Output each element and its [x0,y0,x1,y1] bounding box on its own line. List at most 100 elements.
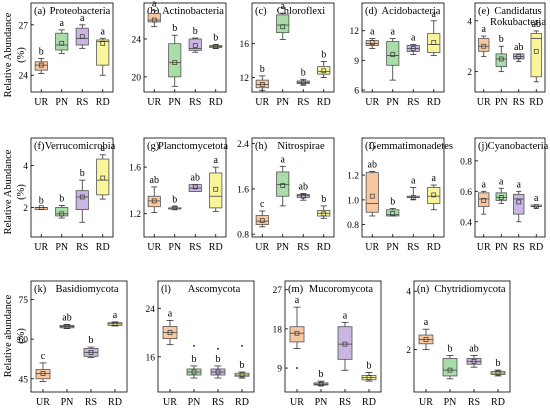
x-tick-label: UR [365,242,379,253]
panel-letter: (b) [147,6,160,17]
y-tick-label: 1.6 [129,164,141,174]
mean-marker [192,43,198,48]
outlier-point [241,345,243,347]
x-tick-label: RD [209,97,223,108]
x-tick-label: UR [36,397,50,408]
y-tick-label: 27 [273,286,283,296]
mean-marker [79,194,85,200]
x-tick-label: RD [317,97,331,108]
box-rs [337,326,353,360]
significance-letter: a [391,27,396,38]
y-tick-label: 4 [467,17,472,27]
box-rd [209,172,223,209]
outlier-point [193,345,195,347]
mean-marker [100,175,106,181]
x-tick-label: RS [76,242,88,253]
significance-letter: c [260,199,265,210]
significance-letter: a [534,193,539,204]
box-rs [75,27,89,46]
x-tick-label: RS [189,97,201,108]
x-tick-label: UR [365,97,379,108]
significance-letter: b [89,335,94,346]
box-ur [365,172,379,213]
panel-frame [30,280,128,393]
mean-marker [481,43,487,49]
y-tick-label: 0.8 [347,221,359,231]
panel-frame [474,137,546,238]
x-tick-label: RS [513,97,525,108]
x-tick-label: PN [495,242,508,253]
significance-letter: c [41,351,46,362]
x-tick-label: RS [76,97,88,108]
panel-letter: (d) [365,6,378,17]
mean-marker [498,195,504,200]
box-pn [168,43,182,78]
y-tick-label: 24 [146,305,156,315]
mean-marker [294,330,300,336]
box-rd [96,39,110,66]
significance-letter: a [411,33,416,44]
box-rs [75,190,89,211]
y-tick-label: 12 [240,74,250,84]
panel-letter: (j) [478,141,488,152]
mean-marker [390,211,396,216]
y-tick-label: 0.4 [460,218,472,228]
mean-marker [151,198,157,204]
significance-letter: a [113,310,118,321]
x-tick-label: PN [315,397,328,408]
x-tick-label: PN [386,97,399,108]
significance-letter: b [240,360,245,371]
mean-marker [213,186,219,192]
x-tick-label: UR [163,397,177,408]
box-ur [478,192,490,207]
y-tick-label: 18 [273,325,283,335]
x-tick-label: RS [297,242,309,253]
x-tick-label: RS [297,97,309,108]
x-tick-label: PN [168,242,181,253]
x-tick-label: RD [491,397,505,408]
mean-marker [64,324,70,329]
box-ur [147,195,161,208]
x-tick-label: RD [235,397,249,408]
x-tick-label: RD [427,97,441,108]
significance-letter: b [390,197,395,208]
x-tick-label: RS [513,242,525,253]
y-axis-label: Relative Abundance (%) [3,12,27,97]
mean-marker [533,204,539,209]
panel-title: Gemmatimonadetes [369,141,453,152]
x-tick-label: UR [290,397,304,408]
panel-frame [143,137,227,238]
mean-marker [516,199,522,205]
box-rd [96,158,110,196]
mean-marker [516,54,522,59]
mean-marker [471,358,477,364]
significance-letter: a [60,18,65,29]
significance-letter: a [432,9,437,20]
mean-marker [59,40,65,46]
significance-letter: ab [532,19,541,30]
significance-letter: ab [62,313,71,324]
panel-title: Proteobacteria [50,6,111,17]
significance-letter: a [168,308,173,319]
panel-letter: (h) [255,141,268,152]
significance-letter: b [499,34,504,45]
x-tick-label: PN [386,242,399,253]
mean-marker [431,192,437,198]
panel-title: Actinobacteria [162,6,224,17]
mean-marker [215,369,221,375]
panel-title: Cyanobacteria [488,141,549,152]
mean-marker [192,184,198,190]
mean-marker [369,193,375,199]
significance-letter: b [193,26,198,37]
x-tick-label: PN [444,397,457,408]
x-tick-label: PN [276,242,289,253]
significance-letter: a [411,176,416,187]
panel-letter: (f) [34,141,45,152]
mean-marker [172,205,178,211]
y-tick-label: 27 [19,21,29,31]
x-tick-label: RS [468,397,480,408]
mean-marker [280,183,286,188]
significance-letter: a [214,155,219,166]
y-axis-label-line: (%) [16,47,27,63]
